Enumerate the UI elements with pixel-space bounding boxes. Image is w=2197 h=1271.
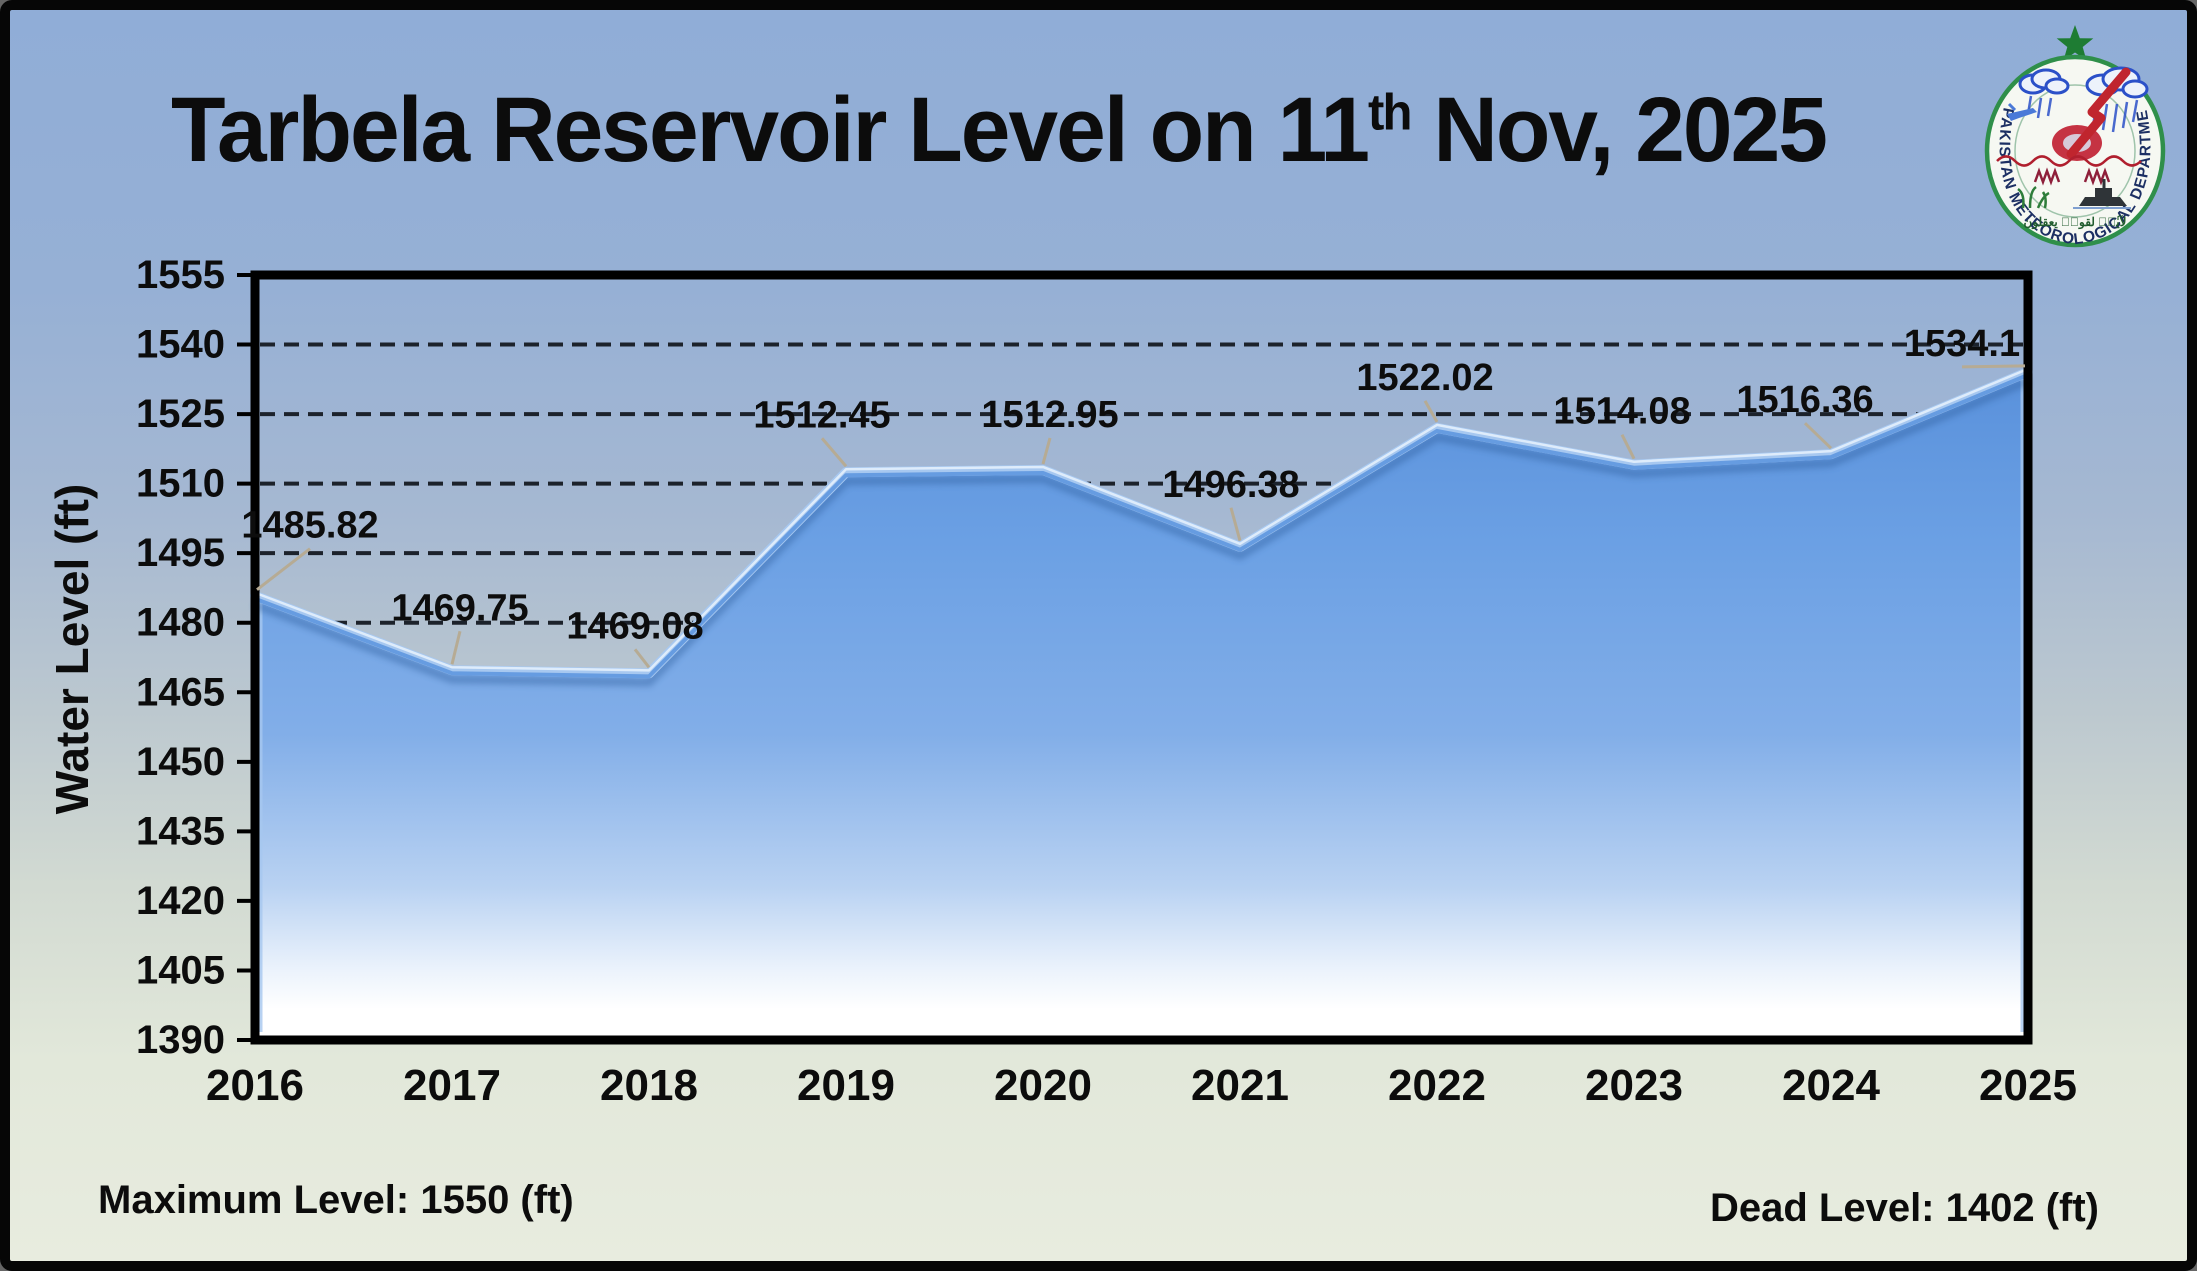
y-tick-label: 1555	[136, 253, 225, 297]
reservoir-area-chart: 1390 1405 1420 1435 1450 1465 1480 1495 1510 1525…	[136, 253, 2077, 1110]
data-label-leader-line	[1961, 364, 2026, 369]
x-tick-label: 2021	[1191, 1061, 1289, 1110]
logo-star-icon	[2056, 25, 2094, 61]
chart-title-text: Tarbela Reservoir Level on 11	[171, 79, 1370, 181]
data-point-label: 1469.08	[566, 605, 703, 647]
area-edge-shadow	[253, 377, 2030, 687]
logo-inner-ring	[2014, 84, 2136, 218]
y-tick-label: 1450	[136, 740, 225, 784]
data-label-leader-line	[633, 648, 651, 669]
x-tick-label: 2018	[600, 1061, 698, 1110]
reservoir-area-fill	[255, 371, 2028, 1040]
area-edge-ribbon	[250, 366, 2033, 679]
data-point-label: 1512.95	[981, 394, 1118, 436]
y-tick-label: 1480	[136, 601, 225, 645]
data-label-leader-line	[256, 547, 311, 591]
logo-squiggle-right	[2083, 167, 2111, 186]
x-tick-label: 2025	[1979, 1061, 2077, 1110]
pmd-logo: PAKISTAN METEOROLOGICAL DEPARTMENT	[1979, 22, 2166, 248]
dead-level-annotation: Dead Level: 1402 (ft)	[1709, 1186, 2099, 1230]
y-tick-label: 1525	[136, 392, 225, 436]
data-point-label: 1514.08	[1553, 391, 1690, 433]
y-tick-label: 1465	[136, 670, 225, 714]
x-tick-label: 2020	[994, 1061, 1092, 1110]
data-point-label: 1496.38	[1162, 464, 1299, 506]
data-point-label: 1534.1	[1904, 323, 2020, 365]
logo-ship-icon	[2079, 179, 2127, 206]
area-edge-core	[254, 373, 2029, 679]
data-point-label: 1469.75	[391, 587, 528, 629]
y-tick-label: 1540	[136, 323, 225, 367]
y-axis-title: Water Level (ft)	[46, 483, 98, 815]
y-tick-label: 1420	[136, 879, 225, 923]
x-tick-label: 2019	[797, 1061, 895, 1110]
data-point-label: 1512.45	[753, 394, 890, 436]
y-tick-label: 1510	[136, 462, 225, 506]
data-point-label: 1485.82	[241, 505, 378, 547]
x-tick-label: 2022	[1388, 1061, 1486, 1110]
chart-title-suffix: Nov, 2025	[1410, 79, 1828, 181]
plot-border	[250, 270, 2033, 1045]
y-tick-label: 1435	[136, 809, 225, 853]
y-tick-label: 1390	[136, 1018, 225, 1062]
data-point-label: 1516.36	[1736, 379, 1873, 421]
y-tick-label: 1495	[136, 531, 225, 575]
data-label-leader-line	[1620, 434, 1636, 460]
x-tick-label: 2016	[206, 1061, 304, 1110]
data-label-leader-line	[450, 630, 462, 665]
data-label-leader-line	[1229, 507, 1242, 542]
logo-squiggle-left	[2033, 167, 2061, 186]
data-label-leader-line	[1041, 437, 1052, 465]
data-label-leader-line	[1803, 422, 1833, 450]
data-label-leader-line	[1423, 400, 1439, 423]
area-edge-highlight	[254, 367, 2029, 672]
x-tick-label: 2023	[1585, 1061, 1683, 1110]
data-point-label: 1522.02	[1356, 357, 1493, 399]
logo-lightning-icon	[2066, 67, 2131, 159]
logo-airplane-icon	[2007, 102, 2037, 121]
chart-title: Tarbela Reservoir Level on 11th Nov, 202…	[40, 78, 1958, 183]
chart-title-superscript: th	[1368, 83, 1412, 141]
x-tick-label: 2017	[403, 1061, 501, 1110]
logo-arabic-motto: لآيٰتٖ لقومٖ يعقلون	[2024, 214, 2127, 230]
data-label-leader-line	[820, 437, 848, 468]
logo-wave-line	[1996, 155, 2142, 167]
y-tick-label: 1405	[136, 948, 225, 992]
x-tick-label: 2024	[1782, 1061, 1880, 1110]
logo-grass-icon	[2017, 185, 2050, 209]
maximum-level-annotation: Maximum Level: 1550 (ft)	[98, 1178, 574, 1222]
